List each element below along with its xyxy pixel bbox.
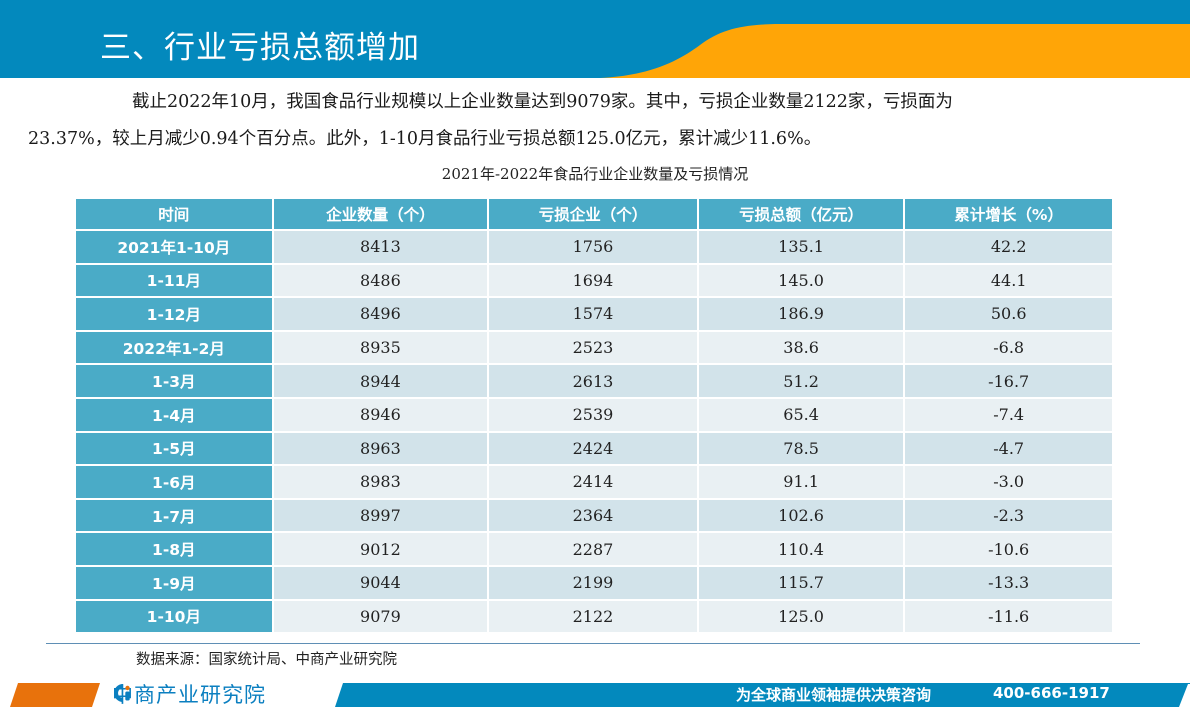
cell-time: 1-12月 bbox=[74, 296, 274, 332]
cell-total-loss: 65.4 bbox=[696, 396, 906, 433]
cell-total-loss: 135.1 bbox=[696, 229, 906, 265]
cell-enterprise-count: 8946 bbox=[271, 396, 490, 433]
cell-cumulative-growth: -7.4 bbox=[903, 396, 1114, 433]
data-table: 时间 企业数量（个） 亏损企业（个） 亏损总额（亿元） 累计增长（%） 2021… bbox=[74, 197, 1114, 635]
page-title: 三、行业亏损总额增加 bbox=[100, 30, 420, 66]
cell-total-loss: 115.7 bbox=[696, 564, 906, 601]
cell-total-loss: 186.9 bbox=[696, 296, 906, 332]
cell-cumulative-growth: -11.6 bbox=[903, 598, 1114, 635]
cell-loss-enterprises: 1694 bbox=[487, 262, 699, 299]
cell-loss-enterprises: 2287 bbox=[487, 531, 699, 567]
cell-time: 1-5月 bbox=[74, 430, 274, 467]
cell-time: 1-9月 bbox=[74, 564, 274, 601]
cell-loss-enterprises: 2424 bbox=[487, 430, 699, 467]
cell-enterprise-count: 8486 bbox=[271, 262, 490, 299]
header-enterprise-count: 企业数量（个） bbox=[271, 197, 490, 231]
footer-banner: 中商产业研究院 为全球商业领袖提供决策咨询 400-666-1917 bbox=[0, 682, 1190, 707]
cell-cumulative-growth: 50.6 bbox=[903, 296, 1114, 332]
cell-loss-enterprises: 1574 bbox=[487, 296, 699, 332]
table-header-row: 时间 企业数量（个） 亏损企业（个） 亏损总额（亿元） 累计增长（%） bbox=[74, 197, 1114, 231]
cell-enterprise-count: 8997 bbox=[271, 497, 490, 534]
table-caption: 2021年-2022年食品行业企业数量及亏损情况 bbox=[441, 165, 749, 183]
footer-slogan: 为全球商业领袖提供决策咨询 bbox=[736, 686, 932, 704]
footer-bands-icon bbox=[10, 683, 1190, 707]
footer-logo-text: 中商产业研究院 bbox=[112, 683, 266, 707]
cell-total-loss: 91.1 bbox=[696, 464, 906, 500]
cell-time: 1-6月 bbox=[74, 464, 274, 500]
table-row: 1-5月 8963 2424 78.5 -4.7 bbox=[74, 430, 1114, 467]
footer-logo: 中商产业研究院 bbox=[112, 682, 266, 707]
summary-paragraph-line-1: 截止2022年10月，我国食品行业规模以上企业数量达到9079家。其中，亏损企业… bbox=[132, 92, 953, 112]
cell-total-loss: 78.5 bbox=[696, 430, 906, 467]
cell-loss-enterprises: 2364 bbox=[487, 497, 699, 534]
cell-cumulative-growth: -4.7 bbox=[903, 430, 1114, 467]
table-row: 1-9月 9044 2199 115.7 -13.3 bbox=[74, 564, 1114, 601]
cell-time: 2022年1-2月 bbox=[74, 329, 274, 366]
data-source-note: 数据来源：国家统计局、中商产业研究院 bbox=[136, 652, 397, 668]
cell-cumulative-growth: 42.2 bbox=[903, 229, 1114, 265]
cell-total-loss: 38.6 bbox=[696, 329, 906, 366]
cell-cumulative-growth: -2.3 bbox=[903, 497, 1114, 534]
cell-time: 1-7月 bbox=[74, 497, 274, 534]
cell-total-loss: 102.6 bbox=[696, 497, 906, 534]
table-row: 1-8月 9012 2287 110.4 -10.6 bbox=[74, 531, 1114, 567]
cell-loss-enterprises: 2199 bbox=[487, 564, 699, 601]
cell-enterprise-count: 8496 bbox=[271, 296, 490, 332]
cell-enterprise-count: 8963 bbox=[271, 430, 490, 467]
cell-enterprise-count: 8935 bbox=[271, 329, 490, 366]
table-row: 1-11月 8486 1694 145.0 44.1 bbox=[74, 262, 1114, 299]
header-banner: 三、行业亏损总额增加 bbox=[0, 0, 1190, 78]
table-row: 1-12月 8496 1574 186.9 50.6 bbox=[74, 296, 1114, 332]
cell-loss-enterprises: 2539 bbox=[487, 396, 699, 433]
cell-time: 1-3月 bbox=[74, 363, 274, 399]
askci-logo-icon bbox=[114, 684, 130, 702]
cell-enterprise-count: 9012 bbox=[271, 531, 490, 567]
header-time: 时间 bbox=[74, 197, 274, 231]
cell-enterprise-count: 9079 bbox=[271, 598, 490, 635]
cell-loss-enterprises: 2122 bbox=[487, 598, 699, 635]
cell-total-loss: 145.0 bbox=[696, 262, 906, 299]
cell-loss-enterprises: 2523 bbox=[487, 329, 699, 366]
table-row: 1-10月 9079 2122 125.0 -11.6 bbox=[74, 598, 1114, 635]
cell-total-loss: 125.0 bbox=[696, 598, 906, 635]
cell-enterprise-count: 9044 bbox=[271, 564, 490, 601]
cell-enterprise-count: 8944 bbox=[271, 363, 490, 399]
cell-total-loss: 51.2 bbox=[696, 363, 906, 399]
cell-time: 1-4月 bbox=[74, 396, 274, 433]
footer-phone: 400-666-1917 bbox=[993, 684, 1110, 702]
cell-time: 1-10月 bbox=[74, 598, 274, 635]
cell-loss-enterprises: 2613 bbox=[487, 363, 699, 399]
header-cumulative-growth: 累计增长（%） bbox=[903, 197, 1114, 231]
table-row: 1-4月 8946 2539 65.4 -7.4 bbox=[74, 396, 1114, 433]
cell-time: 1-8月 bbox=[74, 531, 274, 567]
cell-loss-enterprises: 1756 bbox=[487, 229, 699, 265]
header-loss-enterprises: 亏损企业（个） bbox=[487, 197, 699, 231]
header-total-loss: 亏损总额（亿元） bbox=[696, 197, 906, 231]
cell-time: 2021年1-10月 bbox=[74, 229, 274, 265]
table-row: 1-3月 8944 2613 51.2 -16.7 bbox=[74, 363, 1114, 399]
cell-enterprise-count: 8983 bbox=[271, 464, 490, 500]
cell-total-loss: 110.4 bbox=[696, 531, 906, 567]
summary-paragraph-line-2: 23.37%，较上月减少0.94个百分点。此外，1-10月食品行业亏损总额125… bbox=[28, 129, 822, 149]
cell-cumulative-growth: 44.1 bbox=[903, 262, 1114, 299]
header-orange-wave-icon bbox=[600, 24, 1190, 78]
cell-loss-enterprises: 2414 bbox=[487, 464, 699, 500]
cell-enterprise-count: 8413 bbox=[271, 229, 490, 265]
table-row: 2022年1-2月 8935 2523 38.6 -6.8 bbox=[74, 329, 1114, 366]
table-row: 1-7月 8997 2364 102.6 -2.3 bbox=[74, 497, 1114, 534]
cell-cumulative-growth: -3.0 bbox=[903, 464, 1114, 500]
source-divider bbox=[46, 643, 1140, 644]
cell-cumulative-growth: -13.3 bbox=[903, 564, 1114, 601]
table-row: 2021年1-10月 8413 1756 135.1 42.2 bbox=[74, 229, 1114, 265]
table-row: 1-6月 8983 2414 91.1 -3.0 bbox=[74, 464, 1114, 500]
cell-cumulative-growth: -6.8 bbox=[903, 329, 1114, 366]
cell-cumulative-growth: -10.6 bbox=[903, 531, 1114, 567]
cell-cumulative-growth: -16.7 bbox=[903, 363, 1114, 399]
cell-time: 1-11月 bbox=[74, 262, 274, 299]
